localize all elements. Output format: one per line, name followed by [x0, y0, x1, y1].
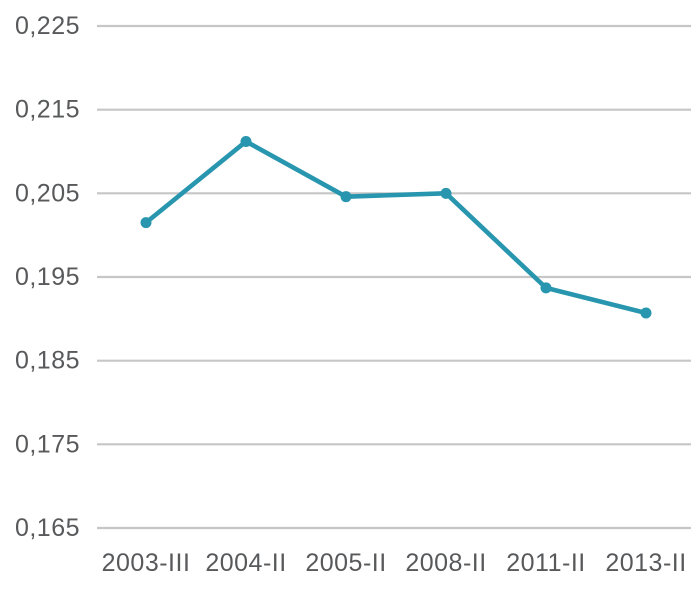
x-axis-tick-label: 2003-III — [102, 549, 191, 577]
y-axis-tick-label: 0,195 — [15, 263, 80, 291]
y-axis-tick-label: 0,185 — [15, 347, 80, 375]
x-axis-tick-label: 2004-II — [205, 549, 286, 577]
x-axis-tick-label: 2013-II — [605, 549, 686, 577]
data-point — [240, 135, 252, 147]
data-series-line — [143, 139, 649, 316]
data-point — [340, 191, 352, 203]
y-axis-tick-label: 0,175 — [15, 430, 80, 458]
x-axis-tick-label: 2005-II — [305, 549, 386, 577]
y-axis-tick-label: 0,205 — [15, 179, 80, 207]
y-axis-tick-label: 0,225 — [15, 12, 80, 40]
data-point — [440, 187, 452, 199]
data-point — [540, 282, 552, 294]
data-point — [640, 307, 652, 319]
data-point — [140, 217, 152, 229]
y-axis-tick-label: 0,165 — [15, 514, 80, 542]
x-axis-tick-label: 2011-II — [506, 549, 585, 577]
y-axis-tick-label: 0,215 — [15, 96, 80, 124]
x-axis-tick-label: 2008-II — [405, 549, 486, 577]
